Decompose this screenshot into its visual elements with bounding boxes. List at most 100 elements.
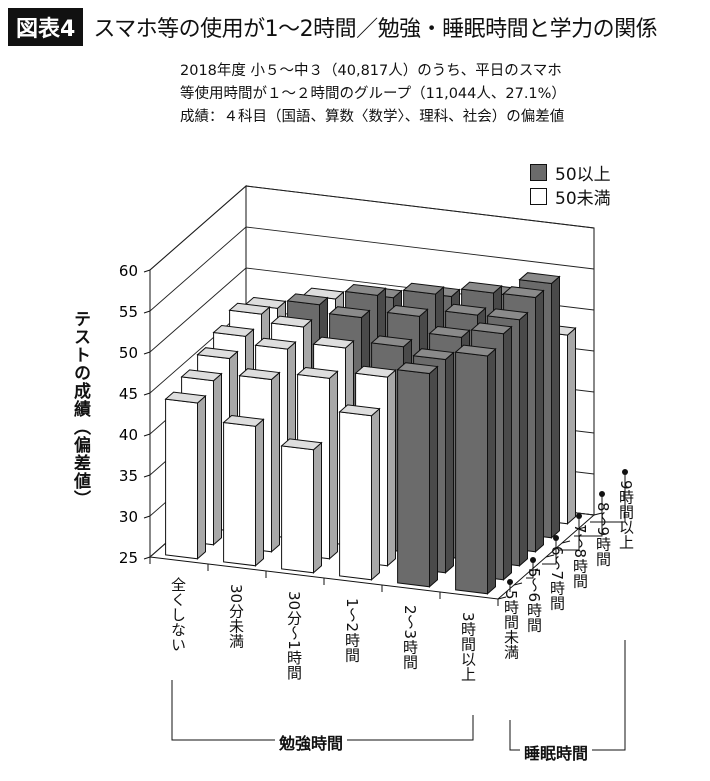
bar-front <box>165 398 198 560</box>
z-leader-line <box>542 538 557 565</box>
bar-front <box>339 411 372 581</box>
bar-top <box>354 365 397 378</box>
z-tick <box>561 540 571 544</box>
bar-side <box>551 275 560 539</box>
subtitle-line: 成績：４科目（国語、算数〈数学〉、理科、社会）の偏差値 <box>180 109 565 125</box>
z-leader-line <box>526 560 534 579</box>
bar-side <box>313 441 322 574</box>
chart-title: スマホ等の使用が1〜2時間／勉強・睡眠時間と学力の関係 <box>93 17 658 42</box>
legend-swatch <box>530 163 547 181</box>
z-tick-label: 5時間未満 <box>502 590 520 660</box>
y-tick <box>143 515 151 519</box>
bar-top <box>254 337 297 350</box>
bar-front <box>397 369 430 588</box>
x-tick-label: 全くしない <box>169 576 187 652</box>
bar-top <box>238 368 281 381</box>
bar-top <box>402 282 445 295</box>
gridline <box>149 185 595 271</box>
bar-top <box>518 272 561 285</box>
x-tick-label: 30分〜1時間 <box>285 590 303 680</box>
bar-top <box>312 336 355 349</box>
bar-side <box>213 372 222 546</box>
bar-top <box>386 304 429 317</box>
subtitle-line: 2018年度 小５〜中３（40,817人）のうち、平日のスマホ <box>180 63 562 79</box>
z-leader-dot <box>530 557 536 563</box>
y-tick <box>143 474 151 478</box>
bar-top <box>180 369 223 382</box>
bar-side <box>519 311 528 567</box>
z-leader-dot <box>622 469 628 475</box>
y-tick <box>143 433 151 437</box>
bar-top <box>328 306 371 319</box>
x-tick-label: 30分未満 <box>227 583 245 648</box>
bar-top <box>444 303 487 316</box>
bar-front <box>281 445 314 574</box>
y-tick-label: 25 <box>119 549 138 567</box>
legend-label: 50以上 <box>555 164 611 185</box>
z-axis-bracket <box>509 640 626 751</box>
bar-top <box>296 366 339 379</box>
z-tick <box>513 582 523 586</box>
y-tick <box>143 392 151 396</box>
x-axis-title: 勉強時間 <box>275 730 348 754</box>
z-leader-dot <box>553 535 559 541</box>
bar-top <box>164 391 207 404</box>
bar-top <box>396 362 439 375</box>
bar-top <box>228 302 271 315</box>
y-tick-label: 55 <box>119 303 138 321</box>
subtitle: 2018年度 小５〜中３（40,817人）のうち、平日のスマホ 等使用時間が１〜… <box>180 60 566 129</box>
legend-label: 50未満 <box>555 188 611 209</box>
z-leader-line <box>590 472 626 523</box>
bar-top <box>454 344 497 357</box>
bar-side <box>271 371 280 553</box>
z-leader-line <box>558 516 580 551</box>
bar-top <box>502 286 545 299</box>
subtitle-line: 等使用時間が１〜２時間のグループ（11,044人、27.1%） <box>180 86 566 102</box>
z-tick-label: 8〜9時間 <box>594 502 612 567</box>
bar-top <box>460 281 503 294</box>
bar-side <box>567 327 576 525</box>
legend: 50以上 50未満 <box>530 160 611 209</box>
x-tick-label: 3時間以上 <box>459 611 477 682</box>
z-tick-label: 6〜7時間 <box>548 546 566 611</box>
z-axis-title: 睡眠時間 <box>520 740 593 764</box>
gridline <box>149 226 595 312</box>
z-tick <box>545 554 555 558</box>
header: 図表4 スマホ等の使用が1〜2時間／勉強・睡眠時間と学力の関係 <box>8 8 658 46</box>
y-tick <box>143 556 151 560</box>
x-tick-label: 1〜2時間 <box>343 597 361 662</box>
y-tick <box>143 269 151 273</box>
z-tick-label: 5〜6時間 <box>525 568 543 633</box>
bar-side <box>197 394 206 560</box>
bar-side <box>487 347 496 595</box>
bar-side <box>503 325 512 581</box>
z-leader-dot <box>576 513 582 519</box>
bar-side <box>387 369 396 567</box>
bar-front <box>455 351 488 595</box>
bar-top <box>280 438 323 451</box>
bar-top <box>486 308 529 321</box>
bar-top <box>212 324 255 337</box>
y-tick <box>143 310 151 314</box>
z-leader-dot <box>599 491 605 497</box>
bar-top <box>412 348 455 361</box>
z-tick-label: 9時間以上 <box>617 480 635 550</box>
y-tick-label: 45 <box>119 385 138 403</box>
z-tick-label: 7〜8時間 <box>571 524 589 589</box>
bar-front <box>223 421 256 567</box>
legend-item-low: 50未満 <box>530 184 611 209</box>
bar-top <box>344 283 387 296</box>
y-tick <box>143 351 151 355</box>
bar-top <box>286 293 329 306</box>
z-tick <box>497 596 507 600</box>
bar-side <box>371 407 380 581</box>
bar-side <box>445 351 454 574</box>
bar-side <box>255 418 264 567</box>
z-tick <box>593 512 603 516</box>
y-tick-label: 35 <box>119 467 138 485</box>
y-axis-label: テストの成績（偏差値） <box>70 310 90 508</box>
figure-label: 図表4 <box>8 8 84 46</box>
bar-top <box>470 322 513 335</box>
